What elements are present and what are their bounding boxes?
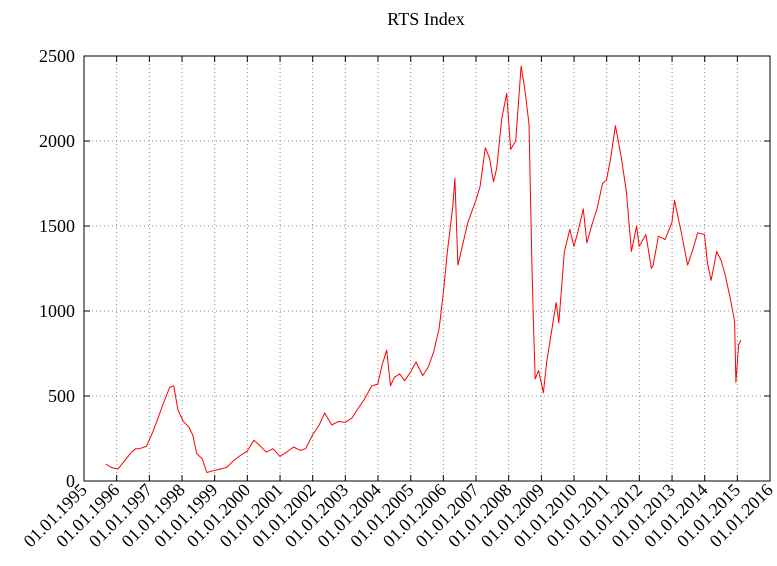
x-axis: 01.01.199501.01.199601.01.199701.01.1998… xyxy=(19,56,777,551)
y-tick-label: 500 xyxy=(48,386,75,406)
y-tick-label: 1500 xyxy=(39,216,75,236)
grid xyxy=(84,56,770,481)
y-tick-label: 0 xyxy=(66,471,75,491)
plot-frame xyxy=(83,55,771,482)
y-tick-label: 1000 xyxy=(39,301,75,321)
y-axis: 0 500 1000 1500 2000 2500 xyxy=(39,46,770,491)
chart-title: RTS Index xyxy=(387,9,464,29)
series-line xyxy=(105,65,742,473)
y-tick-label: 2500 xyxy=(39,46,75,66)
y-tick-label: 2000 xyxy=(39,131,75,151)
